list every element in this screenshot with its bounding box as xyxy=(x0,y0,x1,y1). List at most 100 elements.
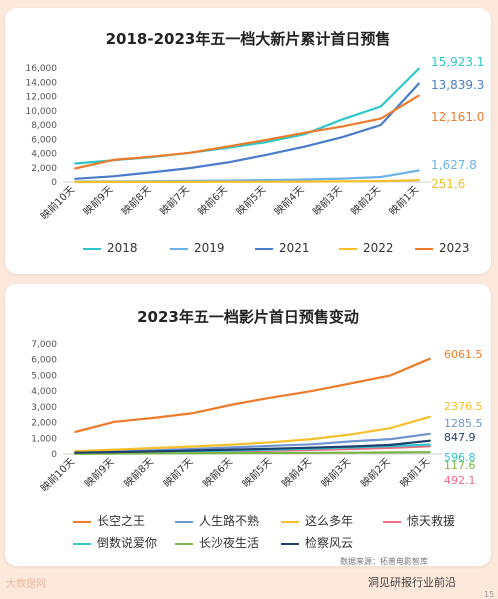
legend-label: 检察风云 xyxy=(305,536,354,550)
series-line-2021 xyxy=(74,82,420,180)
end-value-label: 251.6 xyxy=(431,177,465,191)
y-tick-label: 5,000 xyxy=(31,371,57,381)
x-tick-label: 映前2天 xyxy=(358,455,393,490)
legend-swatch xyxy=(281,542,299,545)
data-point xyxy=(379,117,382,120)
y-tick-label: 6,000 xyxy=(31,356,57,366)
x-tick-label: 映前6天 xyxy=(200,455,235,490)
data-point xyxy=(341,125,344,128)
data-point xyxy=(231,446,234,449)
data-point xyxy=(429,432,431,435)
data-point xyxy=(310,390,313,393)
y-tick-label: 6,000 xyxy=(31,135,57,145)
end-value-label: 492.1 xyxy=(444,474,476,487)
data-point xyxy=(188,180,191,183)
x-tick-label: 映前8天 xyxy=(119,183,154,218)
y-tick-label: 16,000 xyxy=(26,64,58,74)
data-point xyxy=(389,446,392,449)
x-tick-label: 映前2天 xyxy=(348,183,383,218)
legend-item: 长沙夜生活 xyxy=(175,534,259,551)
x-tick-label: 映前1天 xyxy=(397,455,432,490)
legend-label: 2018 xyxy=(107,241,138,255)
legend-label: 长沙夜生活 xyxy=(199,536,260,550)
x-tick-label: 映前7天 xyxy=(161,455,196,490)
data-point xyxy=(74,162,76,165)
data-point xyxy=(271,441,274,444)
watermark-logo: 大数据网 xyxy=(6,579,46,590)
y-tick-label: 2,000 xyxy=(31,419,57,429)
data-point xyxy=(341,136,344,139)
chart-title-1: 2018-2023年五一档大新片累计首日预售 xyxy=(105,30,391,48)
data-point xyxy=(226,145,229,148)
legend-swatch xyxy=(73,520,91,523)
data-point xyxy=(429,439,431,442)
chart-card-1: 2018-2023年五一档大新片累计首日预售 0 2,000 4,000 6,000 8… xyxy=(5,8,491,274)
data-point xyxy=(265,139,268,141)
data-point xyxy=(379,124,382,126)
data-point xyxy=(379,176,382,178)
y-tick-label: 4,000 xyxy=(31,387,57,397)
data-point xyxy=(418,67,420,70)
series-line-2022 xyxy=(74,179,420,184)
x-tick-label: 映前9天 xyxy=(80,183,115,218)
data-point xyxy=(303,145,306,148)
data-point xyxy=(113,451,116,454)
data-point xyxy=(389,451,392,454)
y-tick-label: 2,000 xyxy=(31,164,57,174)
data-point xyxy=(429,443,431,446)
data-point xyxy=(429,445,431,448)
data-point xyxy=(152,450,155,453)
y-tick-label: 8,000 xyxy=(31,121,57,131)
data-point xyxy=(231,448,234,451)
legend-item: 这么多年 xyxy=(281,512,353,529)
end-value-label: 1285.5 xyxy=(444,417,483,430)
data-point xyxy=(74,177,76,180)
series-line-长空之王 xyxy=(74,357,431,434)
y-tick-label: 7,000 xyxy=(31,340,57,350)
data-point xyxy=(310,443,313,446)
data-point xyxy=(112,175,115,178)
legend-item: 2022 xyxy=(339,241,394,255)
legend-swatch xyxy=(415,247,433,250)
data-point xyxy=(74,167,76,170)
data-point xyxy=(265,154,268,156)
data-point xyxy=(303,131,306,134)
legend-swatch xyxy=(73,542,91,545)
data-point xyxy=(379,180,382,183)
data-point xyxy=(418,82,420,85)
data-point xyxy=(231,452,234,455)
y-tick-label: 4,000 xyxy=(31,150,57,160)
legend-label: 2019 xyxy=(194,241,225,255)
end-value-label: 2376.5 xyxy=(444,400,483,413)
legend-item: 2019 xyxy=(170,241,225,255)
data-point xyxy=(418,179,420,182)
data-point xyxy=(271,447,274,450)
line-chart-2: 0 1,000 2,000 3,000 4,000 5,000 6,000 7,000 映前10… xyxy=(31,340,483,494)
end-value-label: 847.9 xyxy=(444,431,476,444)
data-point xyxy=(271,444,274,447)
legend-swatch xyxy=(170,247,188,250)
data-point xyxy=(379,105,382,108)
end-value-label: 15,923.1 xyxy=(431,55,484,69)
data-point xyxy=(271,396,274,399)
data-point xyxy=(265,141,268,144)
y-tick-label: 12,000 xyxy=(26,93,58,103)
x-tick-label: 映前4天 xyxy=(279,455,314,490)
legend-2: 长空之王 人生路不熟 这么多年 惊天救援 倒数说爱你 长沙夜生活 检察风云 xyxy=(5,512,491,556)
legend-label: 人生路不熟 xyxy=(199,514,260,528)
x-tick-label: 映前5天 xyxy=(239,455,274,490)
x-tick-label: 映前10天 xyxy=(38,455,77,494)
series-line-2018 xyxy=(74,67,420,165)
end-value-label: 596.8 xyxy=(444,451,476,464)
y-tick-label: 3,000 xyxy=(31,403,57,413)
legend-item: 惊天救援 xyxy=(383,512,455,529)
series-line-2023 xyxy=(74,94,420,170)
x-tick-label: 映前4天 xyxy=(272,183,307,218)
y-tick-label: 0 xyxy=(51,178,57,188)
legend-swatch xyxy=(383,520,401,523)
end-value-label: 6061.5 xyxy=(444,348,483,361)
legend-label: 2022 xyxy=(363,241,394,255)
data-point xyxy=(226,180,229,183)
legend-label: 倒数说爱你 xyxy=(97,536,158,550)
data-point xyxy=(310,438,313,440)
